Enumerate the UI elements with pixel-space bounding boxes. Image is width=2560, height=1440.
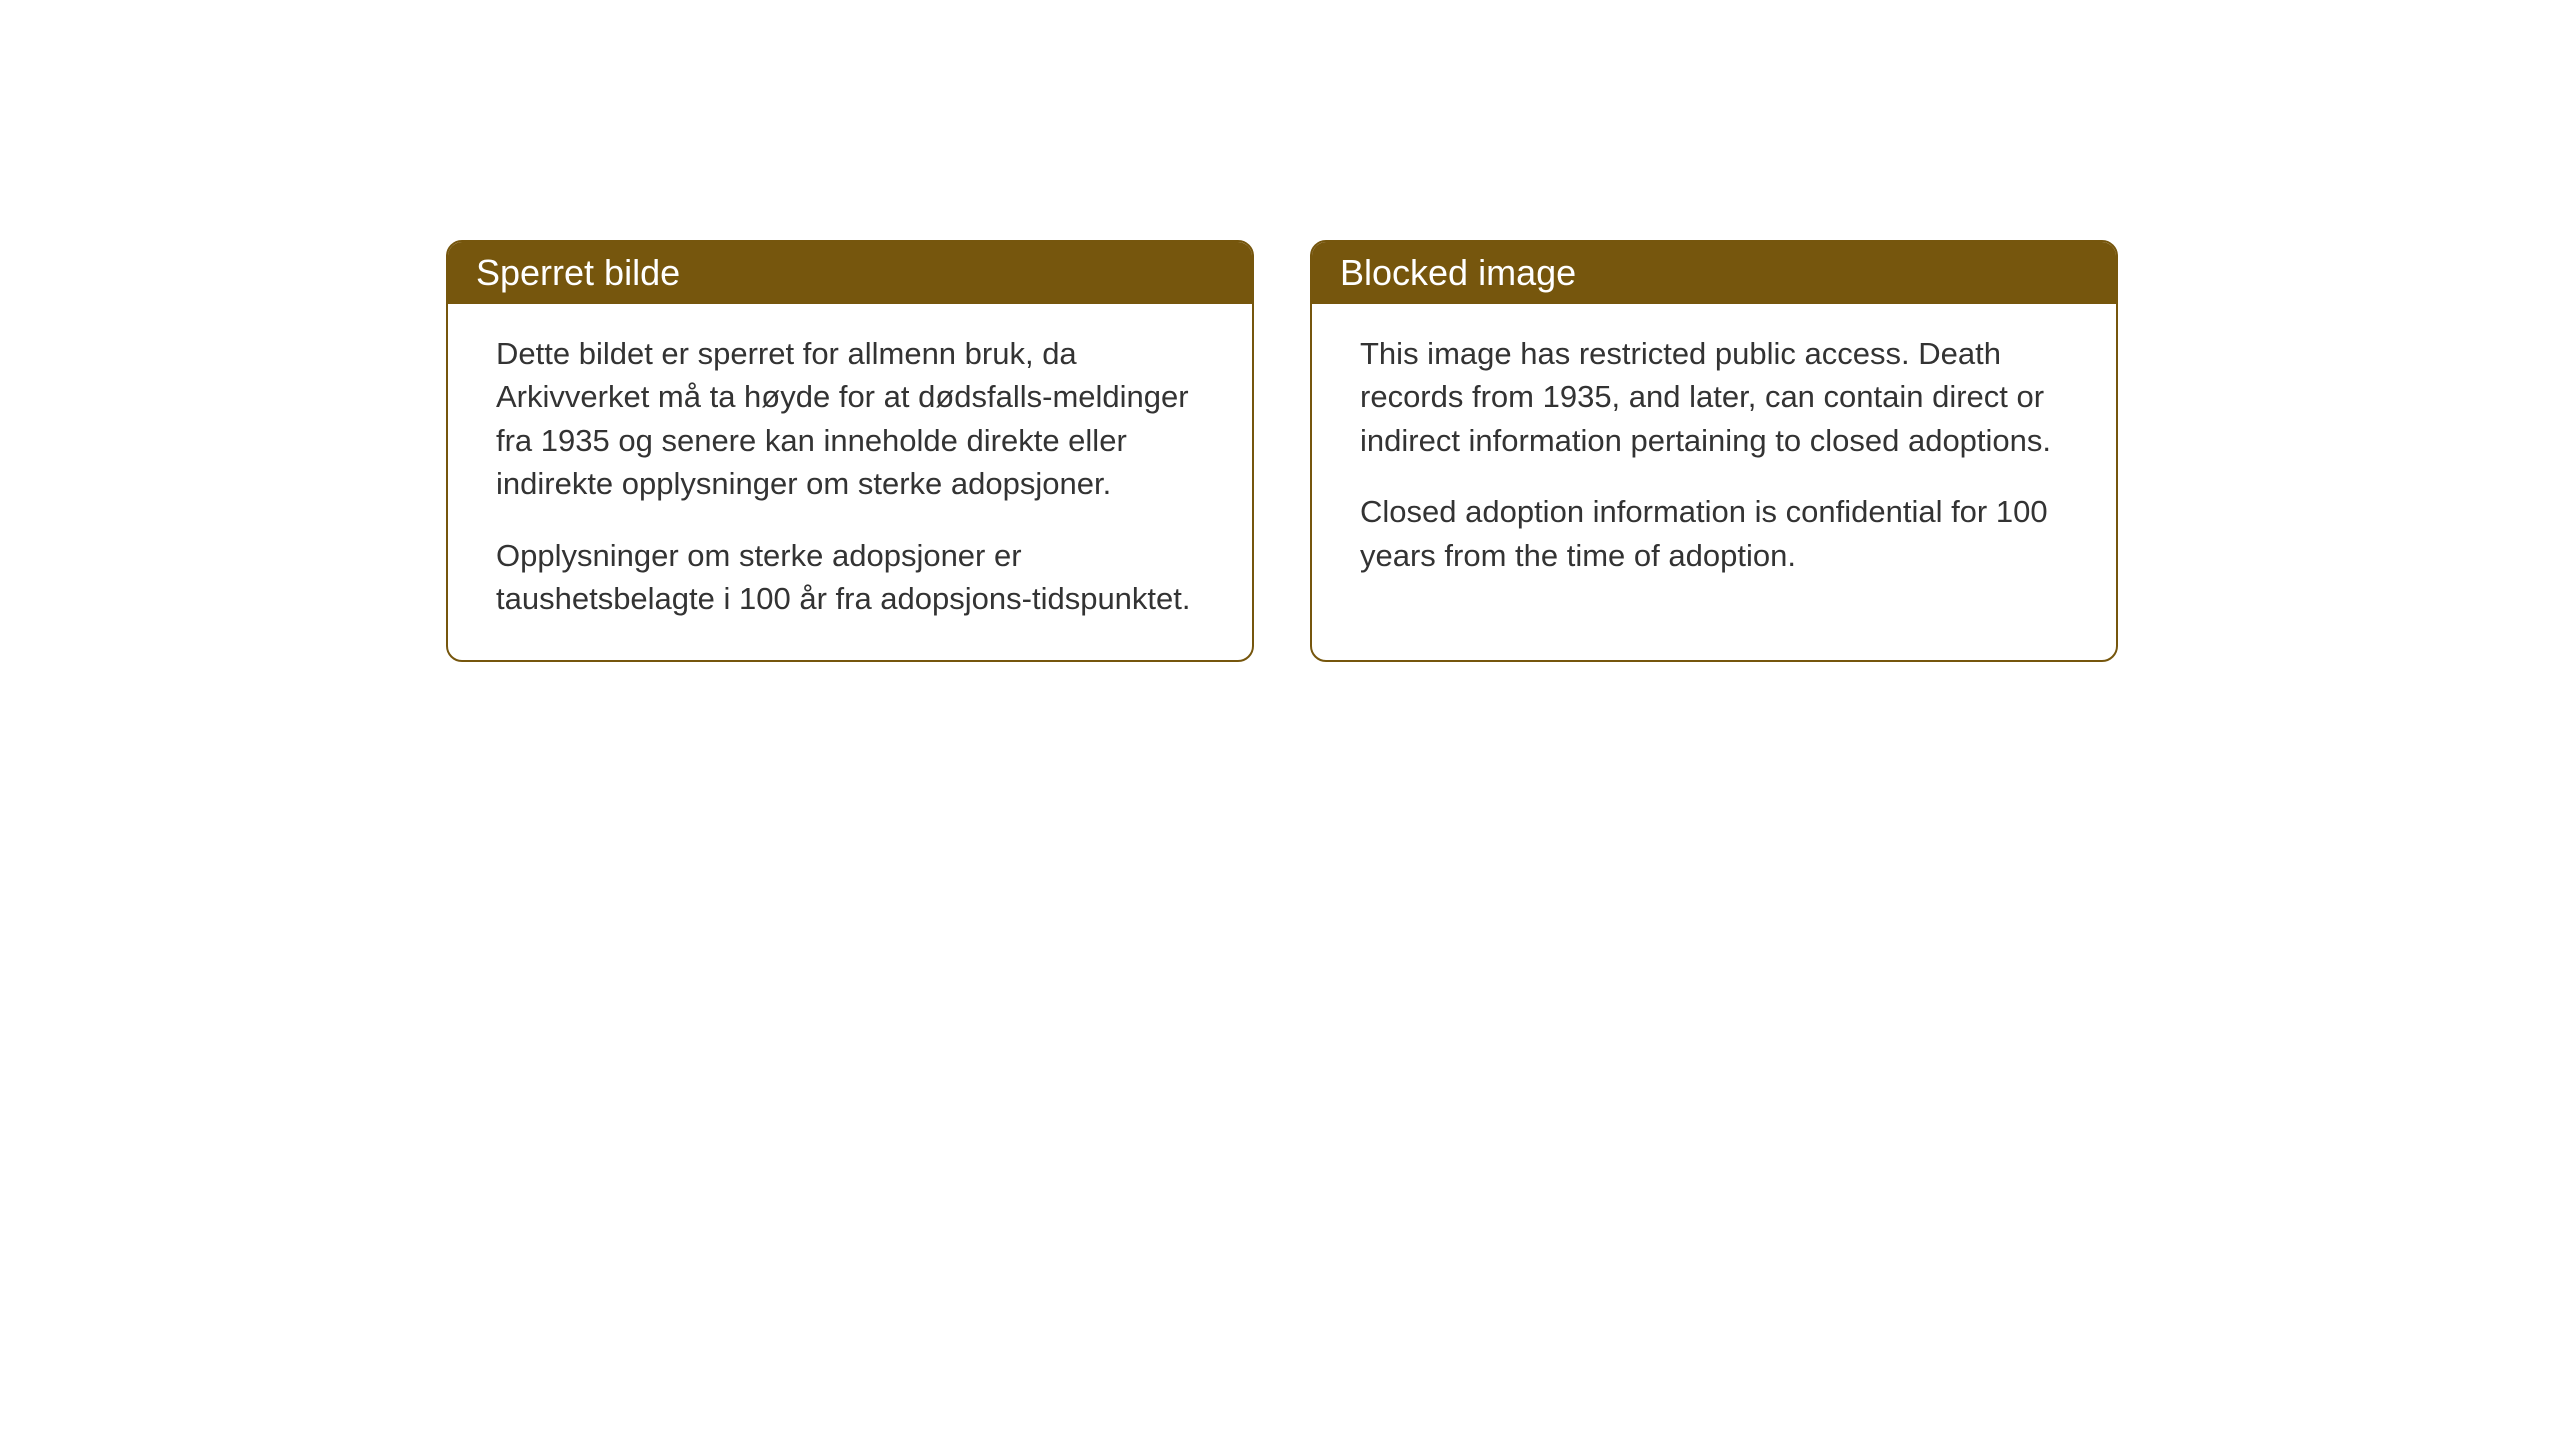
card-title: Blocked image (1340, 252, 1576, 293)
card-paragraph: Opplysninger om sterke adopsjoner er tau… (496, 534, 1204, 621)
card-paragraph: This image has restricted public access.… (1360, 332, 2068, 462)
card-paragraph: Dette bildet er sperret for allmenn bruk… (496, 332, 1204, 506)
card-header: Sperret bilde (448, 242, 1252, 304)
card-body: This image has restricted public access.… (1312, 304, 2116, 617)
card-paragraph: Closed adoption information is confident… (1360, 490, 2068, 577)
notice-card-english: Blocked image This image has restricted … (1310, 240, 2118, 662)
notice-card-norwegian: Sperret bilde Dette bildet er sperret fo… (446, 240, 1254, 662)
card-header: Blocked image (1312, 242, 2116, 304)
notice-cards-container: Sperret bilde Dette bildet er sperret fo… (446, 240, 2118, 662)
card-body: Dette bildet er sperret for allmenn bruk… (448, 304, 1252, 660)
card-title: Sperret bilde (476, 252, 680, 293)
